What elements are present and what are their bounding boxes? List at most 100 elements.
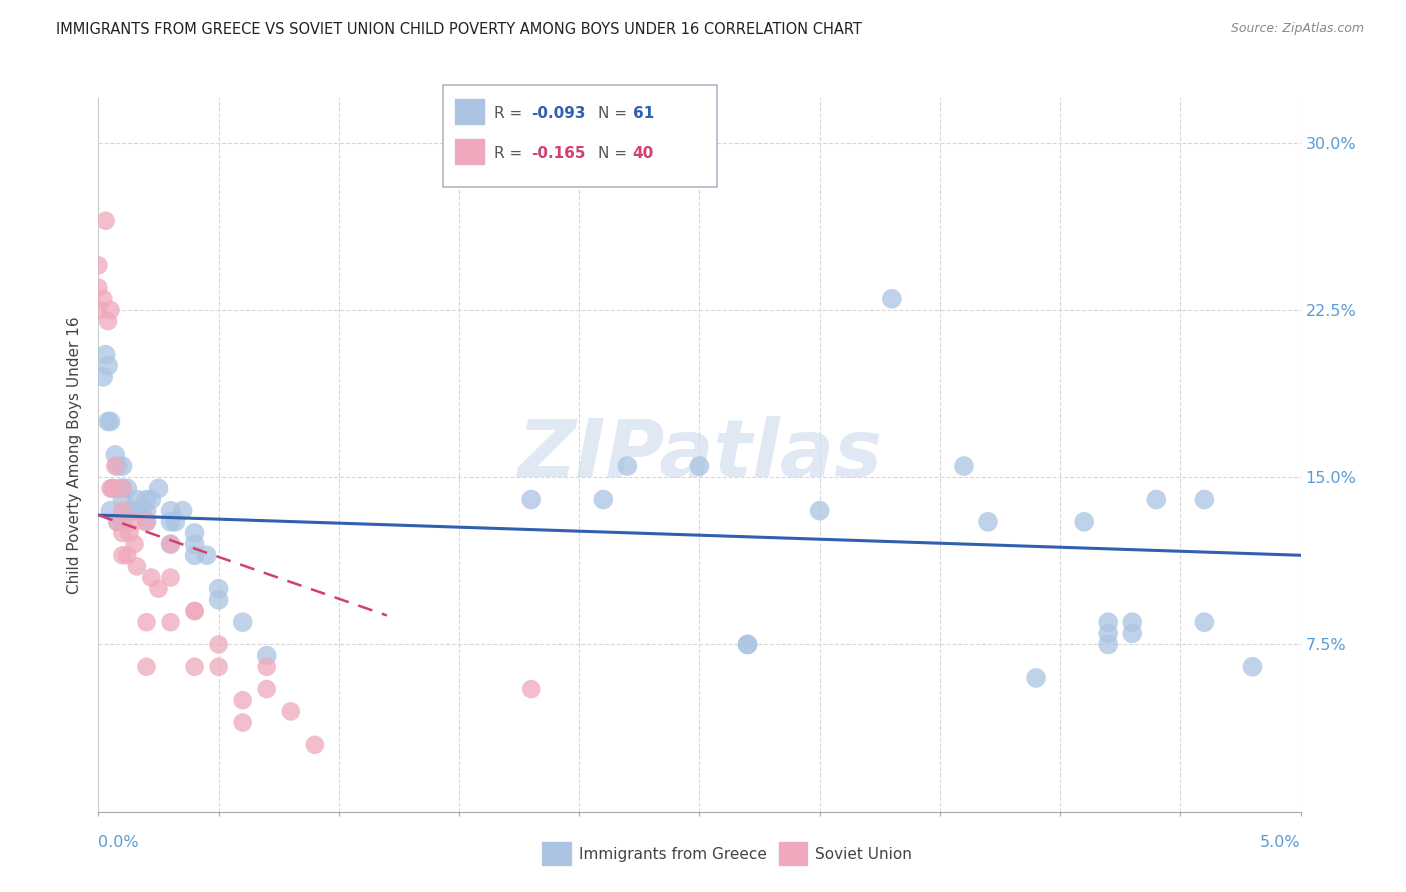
Point [1194, 615, 1216, 630]
Point [94, 213, 117, 227]
Text: -0.093: -0.093 [531, 106, 586, 120]
Point [125, 492, 148, 507]
Point [104, 459, 127, 474]
Point [141, 571, 163, 585]
Point [1121, 615, 1143, 630]
Point [94, 348, 117, 362]
Text: 0.0%: 0.0% [98, 836, 139, 850]
Point [195, 548, 218, 563]
Point [118, 503, 141, 517]
Point [977, 515, 1000, 529]
Text: 40: 40 [633, 146, 654, 161]
Point [87, 281, 110, 295]
Point [111, 503, 134, 517]
Point [1097, 626, 1119, 640]
Point [135, 492, 157, 507]
Point [135, 660, 157, 674]
Point [304, 738, 326, 752]
Point [1025, 671, 1047, 685]
Point [183, 526, 205, 541]
Point [1097, 637, 1119, 651]
Point [183, 660, 205, 674]
Point [108, 482, 131, 496]
Point [165, 515, 187, 529]
Text: N =: N = [598, 106, 631, 120]
Point [172, 503, 194, 517]
Point [124, 537, 146, 551]
Point [1241, 660, 1264, 674]
Point [256, 681, 278, 696]
Point [91, 369, 114, 384]
Point [124, 503, 146, 517]
Point [1073, 515, 1095, 529]
Point [159, 537, 181, 551]
Point [1144, 492, 1167, 507]
Point [107, 459, 129, 474]
Point [131, 503, 153, 517]
Point [87, 259, 110, 273]
Point [737, 637, 759, 651]
Point [100, 482, 122, 496]
Point [689, 459, 711, 474]
Text: Immigrants from Greece: Immigrants from Greece [579, 847, 768, 862]
Point [208, 592, 231, 607]
Point [111, 492, 134, 507]
Point [111, 526, 134, 541]
Point [97, 414, 120, 429]
Point [159, 571, 181, 585]
Point [104, 448, 127, 462]
Point [520, 492, 543, 507]
Point [592, 492, 614, 507]
Text: R =: R = [494, 106, 527, 120]
Point [1194, 492, 1216, 507]
Point [141, 492, 163, 507]
Point [520, 681, 543, 696]
Text: N =: N = [598, 146, 631, 161]
Point [159, 537, 181, 551]
Text: Source: ZipAtlas.com: Source: ZipAtlas.com [1230, 22, 1364, 36]
Point [232, 715, 254, 730]
Point [135, 503, 157, 517]
Point [183, 604, 205, 618]
Point [111, 459, 134, 474]
Point [87, 303, 110, 318]
Point [91, 292, 114, 306]
Point [101, 482, 124, 496]
Point [953, 459, 976, 474]
Point [97, 314, 120, 328]
Point [121, 503, 143, 517]
Point [125, 559, 148, 574]
Point [128, 503, 150, 517]
Point [111, 515, 134, 529]
Point [135, 515, 157, 529]
Point [208, 637, 231, 651]
Point [118, 526, 141, 541]
Point [107, 515, 129, 529]
Point [135, 615, 157, 630]
Point [111, 482, 134, 496]
Point [135, 515, 157, 529]
Text: IMMIGRANTS FROM GREECE VS SOVIET UNION CHILD POVERTY AMONG BOYS UNDER 16 CORRELA: IMMIGRANTS FROM GREECE VS SOVIET UNION C… [56, 22, 862, 37]
Text: 5.0%: 5.0% [1260, 836, 1301, 850]
Point [159, 515, 181, 529]
Point [208, 582, 231, 596]
Point [1121, 626, 1143, 640]
Point [111, 482, 134, 496]
Point [208, 660, 231, 674]
Point [880, 292, 903, 306]
Point [183, 548, 205, 563]
Point [117, 482, 139, 496]
Text: R =: R = [494, 146, 527, 161]
Point [737, 637, 759, 651]
Point [808, 503, 831, 517]
Point [1097, 615, 1119, 630]
Point [117, 548, 139, 563]
Point [97, 359, 120, 373]
Point [100, 414, 122, 429]
Text: Soviet Union: Soviet Union [815, 847, 912, 862]
Point [124, 515, 146, 529]
Point [101, 482, 124, 496]
Point [159, 503, 181, 517]
Text: -0.165: -0.165 [531, 146, 586, 161]
Point [183, 537, 205, 551]
